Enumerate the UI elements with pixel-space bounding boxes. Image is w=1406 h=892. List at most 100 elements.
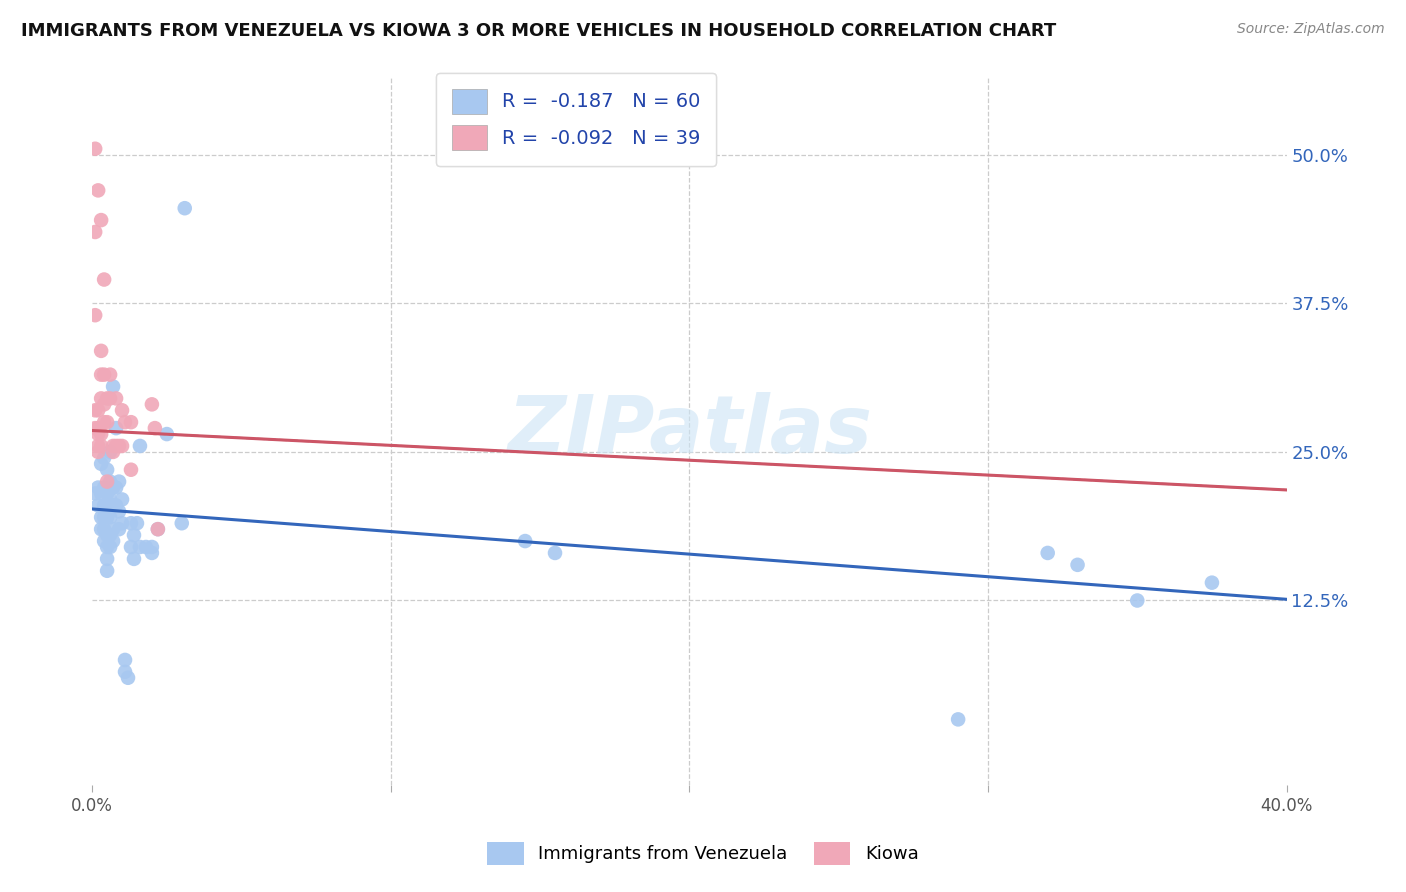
Point — [87, 439, 110, 453]
Point — [173, 201, 195, 215]
Point — [111, 492, 134, 507]
Point — [98, 510, 121, 524]
Point — [93, 534, 115, 549]
Point — [105, 439, 128, 453]
Point — [544, 546, 567, 560]
Point — [129, 439, 152, 453]
Point — [96, 475, 118, 489]
Point — [87, 427, 110, 442]
Point — [111, 439, 134, 453]
Point — [84, 403, 107, 417]
Point — [120, 463, 142, 477]
Point — [98, 475, 121, 489]
Point — [93, 272, 115, 286]
Point — [122, 528, 145, 542]
Point — [98, 368, 121, 382]
Point — [129, 540, 152, 554]
Point — [141, 546, 163, 560]
Point — [93, 450, 115, 465]
Point — [90, 427, 112, 442]
Point — [170, 516, 193, 531]
Point — [105, 481, 128, 495]
Point — [125, 516, 148, 531]
Point — [120, 516, 142, 531]
Point — [141, 540, 163, 554]
Point — [105, 392, 128, 406]
Point — [84, 225, 107, 239]
Point — [108, 475, 131, 489]
Point — [101, 445, 124, 459]
Point — [146, 522, 169, 536]
Point — [143, 421, 166, 435]
Point — [105, 421, 128, 435]
Point — [120, 540, 142, 554]
Point — [98, 528, 121, 542]
Point — [96, 486, 118, 500]
Legend: R =  -0.187   N = 60, R =  -0.092   N = 39: R = -0.187 N = 60, R = -0.092 N = 39 — [436, 73, 717, 166]
Point — [87, 183, 110, 197]
Point — [93, 481, 115, 495]
Point — [90, 522, 112, 536]
Point — [90, 343, 112, 358]
Point — [90, 439, 112, 453]
Point — [98, 540, 121, 554]
Point — [156, 427, 179, 442]
Point — [98, 445, 121, 459]
Text: Source: ZipAtlas.com: Source: ZipAtlas.com — [1237, 22, 1385, 37]
Legend: Immigrants from Venezuela, Kiowa: Immigrants from Venezuela, Kiowa — [478, 833, 928, 874]
Point — [1126, 593, 1149, 607]
Point — [96, 499, 118, 513]
Point — [946, 712, 969, 726]
Point — [84, 142, 107, 156]
Point — [96, 552, 118, 566]
Point — [114, 653, 136, 667]
Point — [90, 486, 112, 500]
Point — [101, 481, 124, 495]
Point — [101, 379, 124, 393]
Point — [515, 534, 537, 549]
Point — [101, 499, 124, 513]
Point — [87, 421, 110, 435]
Point — [93, 415, 115, 429]
Point — [1201, 575, 1223, 590]
Point — [87, 499, 110, 513]
Point — [117, 671, 139, 685]
Point — [96, 540, 118, 554]
Point — [101, 534, 124, 549]
Point — [93, 397, 115, 411]
Point — [87, 445, 110, 459]
Point — [90, 457, 112, 471]
Point — [96, 528, 118, 542]
Point — [114, 665, 136, 679]
Point — [84, 421, 107, 435]
Point — [93, 499, 115, 513]
Point — [108, 504, 131, 518]
Point — [98, 492, 121, 507]
Point — [93, 510, 115, 524]
Point — [84, 308, 107, 322]
Point — [114, 415, 136, 429]
Point — [1066, 558, 1088, 572]
Point — [96, 463, 118, 477]
Point — [96, 415, 118, 429]
Point — [141, 397, 163, 411]
Point — [96, 392, 118, 406]
Point — [101, 522, 124, 536]
Point — [105, 499, 128, 513]
Point — [108, 439, 131, 453]
Point — [122, 552, 145, 566]
Point — [96, 564, 118, 578]
Point — [111, 516, 134, 531]
Point — [101, 439, 124, 453]
Point — [1036, 546, 1059, 560]
Point — [90, 368, 112, 382]
Point — [111, 403, 134, 417]
Point — [87, 403, 110, 417]
Point — [108, 522, 131, 536]
Text: IMMIGRANTS FROM VENEZUELA VS KIOWA 3 OR MORE VEHICLES IN HOUSEHOLD CORRELATION C: IMMIGRANTS FROM VENEZUELA VS KIOWA 3 OR … — [21, 22, 1056, 40]
Point — [87, 481, 110, 495]
Point — [120, 415, 142, 429]
Point — [93, 368, 115, 382]
Point — [98, 392, 121, 406]
Point — [146, 522, 169, 536]
